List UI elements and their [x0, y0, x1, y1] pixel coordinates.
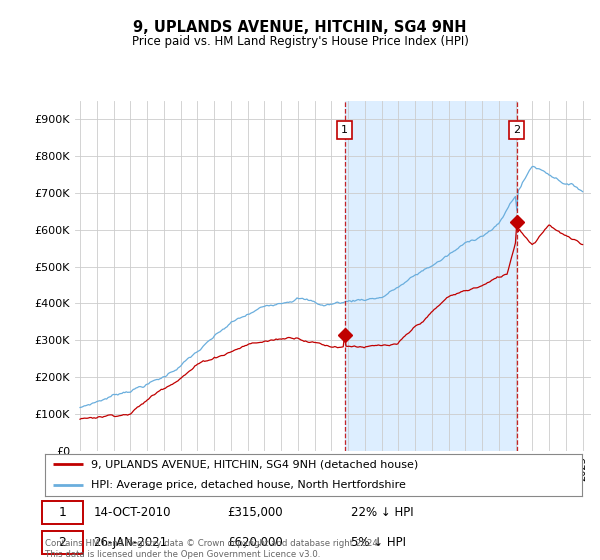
Text: 2: 2	[59, 536, 67, 549]
Text: Contains HM Land Registry data © Crown copyright and database right 2024.
This d: Contains HM Land Registry data © Crown c…	[45, 539, 380, 559]
Text: 1: 1	[59, 506, 67, 519]
Text: 5% ↓ HPI: 5% ↓ HPI	[351, 536, 406, 549]
Text: 26-JAN-2021: 26-JAN-2021	[94, 536, 167, 549]
Text: 22% ↓ HPI: 22% ↓ HPI	[351, 506, 414, 519]
Text: 9, UPLANDS AVENUE, HITCHIN, SG4 9NH: 9, UPLANDS AVENUE, HITCHIN, SG4 9NH	[133, 20, 467, 35]
FancyBboxPatch shape	[43, 531, 83, 554]
Text: HPI: Average price, detached house, North Hertfordshire: HPI: Average price, detached house, Nort…	[91, 480, 406, 490]
Text: 9, UPLANDS AVENUE, HITCHIN, SG4 9NH (detached house): 9, UPLANDS AVENUE, HITCHIN, SG4 9NH (det…	[91, 459, 418, 469]
Text: £315,000: £315,000	[227, 506, 283, 519]
Text: Price paid vs. HM Land Registry's House Price Index (HPI): Price paid vs. HM Land Registry's House …	[131, 35, 469, 48]
Text: 14-OCT-2010: 14-OCT-2010	[94, 506, 171, 519]
Text: 2: 2	[513, 125, 520, 136]
Bar	[344, 101, 517, 451]
Text: £620,000: £620,000	[227, 536, 283, 549]
Text: 1: 1	[341, 125, 348, 136]
FancyBboxPatch shape	[43, 501, 83, 524]
